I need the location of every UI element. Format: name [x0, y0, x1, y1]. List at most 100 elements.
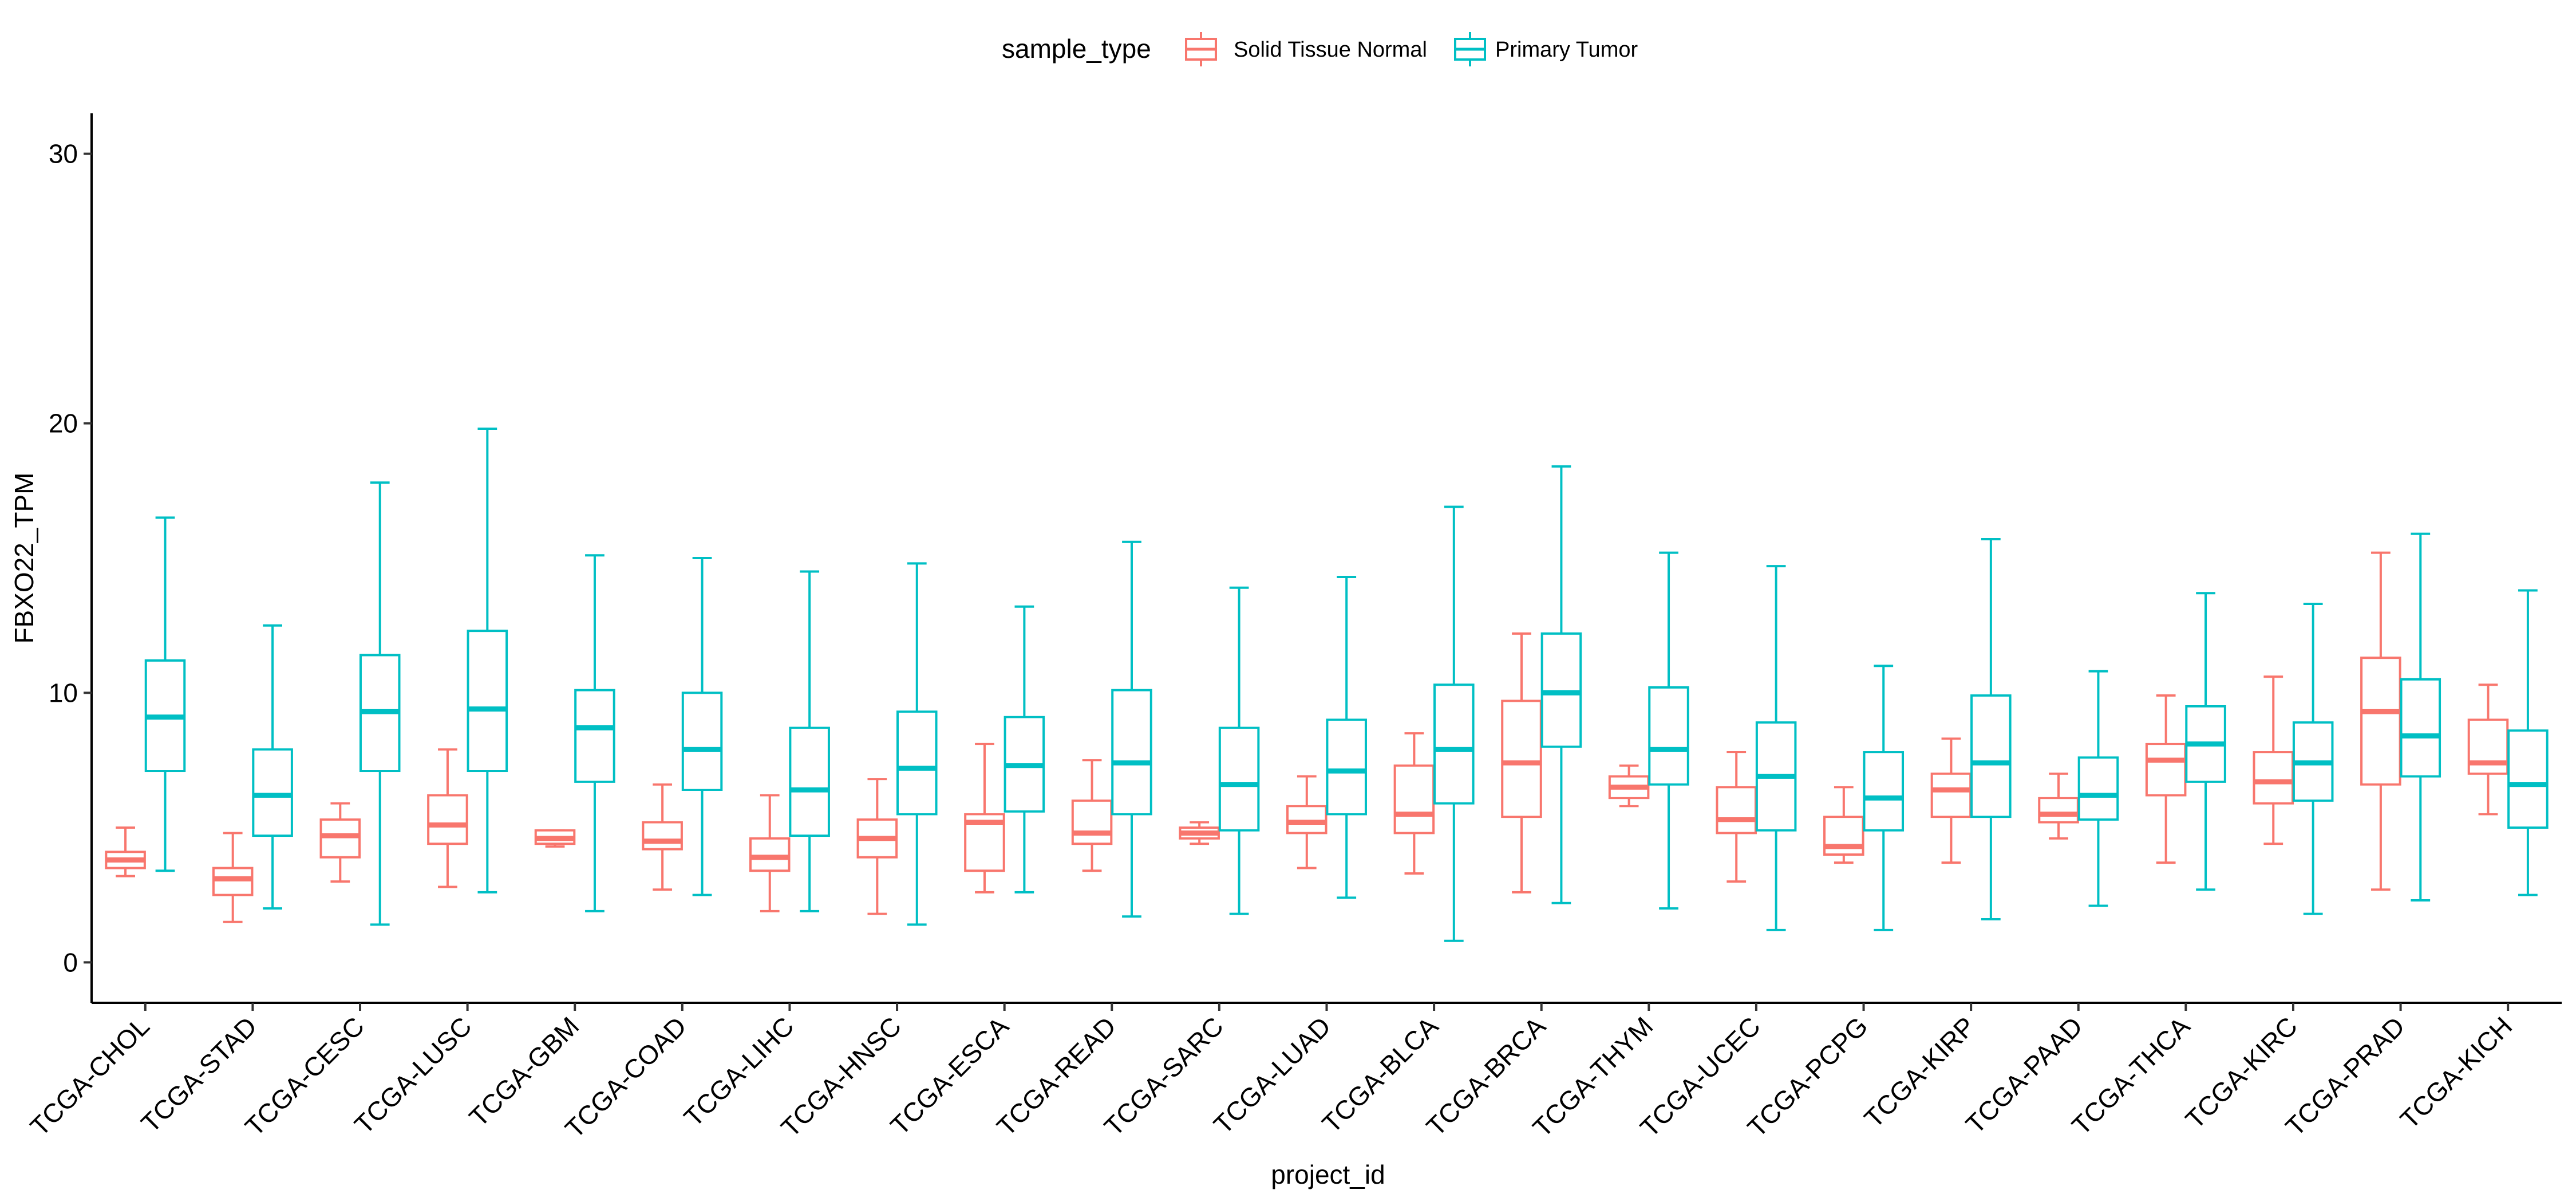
x-axis-title: project_id [1271, 1160, 1385, 1189]
box-tcga-ucec [1755, 565, 1797, 931]
box-iqr [1930, 772, 1972, 819]
box-iqr [681, 691, 723, 791]
box-iqr [252, 748, 293, 837]
box-iqr [1071, 799, 1113, 845]
y-tick-label: 20 [49, 409, 78, 438]
box-iqr [2253, 751, 2294, 805]
series-tumor [144, 427, 2549, 942]
legend-label-normal: Solid Tissue Normal [1234, 38, 1427, 62]
y-tick-label: 30 [49, 139, 78, 169]
box-tcga-prad [2360, 551, 2401, 891]
box-tcga-pcpg [1863, 665, 1905, 931]
box-iqr [2038, 797, 2079, 824]
box-iqr [2400, 678, 2441, 778]
box-tcga-esca [964, 742, 1005, 893]
legend-label-tumor: Primary Tumor [1495, 38, 1638, 62]
box-tcga-read [1111, 540, 1152, 918]
y-axis-ticks: 0 10 20 30 [49, 139, 92, 977]
box-tcga-paad [2038, 772, 2079, 840]
box-tcga-cesc [359, 481, 401, 926]
y-axis-title: FBXO22_TPM [9, 472, 39, 643]
box-tcga-kich [2507, 589, 2549, 896]
box-tcga-prad [2400, 532, 2441, 902]
box-iqr [212, 867, 254, 896]
box-iqr [1716, 786, 1757, 835]
plot-area [105, 427, 2549, 942]
box-tcga-thym [1648, 551, 1689, 910]
box-tcga-coad [681, 557, 723, 896]
series-normal [105, 551, 2509, 923]
box-tcga-thca [2145, 694, 2187, 864]
box-iqr [896, 710, 938, 816]
x-tick-label: TCGA-GBM [463, 1011, 584, 1132]
box-iqr [1218, 726, 1260, 832]
box-tcga-coad [642, 783, 683, 891]
x-tick-label: TCGA-LIHC [678, 1011, 799, 1132]
box-iqr [1501, 699, 1542, 819]
legend-key-normal [1185, 32, 1217, 66]
y-tick-label: 10 [49, 678, 78, 707]
box-tcga-blca [1433, 505, 1475, 942]
box-tcga-esca [1003, 605, 1045, 893]
box-tcga-kirp [1970, 538, 2012, 921]
box-tcga-sarc [1218, 586, 1260, 915]
x-tick-label: TCGA-KICH [2395, 1011, 2518, 1134]
box-tcga-brca [1501, 632, 1542, 893]
box-tcga-sarc [1179, 821, 1220, 845]
box-iqr [1111, 689, 1152, 816]
box-iqr [789, 726, 830, 837]
box-tcga-luad [1286, 775, 1327, 869]
box-iqr [1540, 632, 1582, 748]
box-iqr [2360, 657, 2401, 786]
box-iqr [749, 837, 791, 872]
box-iqr [2507, 729, 2549, 829]
box-tcga-ucec [1716, 751, 1757, 883]
box-tcga-chol [105, 826, 146, 877]
box-iqr [1970, 694, 2012, 819]
box-tcga-chol [144, 516, 186, 872]
box-tcga-kich [2467, 683, 2509, 816]
box-iqr [467, 630, 508, 773]
box-tcga-kirp [1930, 737, 1972, 864]
box-tcga-lusc [427, 748, 468, 888]
box-tcga-stad [252, 624, 293, 910]
box-tcga-gbm [534, 829, 576, 848]
box-iqr [2077, 756, 2119, 821]
box-tcga-hnsc [856, 778, 898, 915]
box-iqr [1326, 718, 1367, 816]
x-tick-label: TCGA-CHOL [25, 1011, 155, 1141]
box-tcga-lusc [467, 427, 508, 893]
box-iqr [1393, 764, 1435, 835]
box-iqr [1863, 751, 1905, 832]
legend-entry-normal: Solid Tissue Normal [1185, 32, 1427, 66]
box-tcga-thca [2185, 592, 2226, 891]
box-iqr [1433, 683, 1475, 805]
box-iqr [642, 821, 683, 851]
box-iqr [574, 689, 615, 783]
box-tcga-gbm [574, 554, 615, 912]
box-tcga-stad [212, 832, 254, 923]
legend-key-tumor [1454, 32, 1486, 66]
box-tcga-thym [1608, 764, 1650, 808]
box-iqr [1286, 805, 1327, 835]
box-tcga-brca [1540, 465, 1582, 904]
box-iqr [2467, 718, 2509, 775]
box-iqr [427, 794, 468, 845]
box-tcga-paad [2077, 670, 2119, 907]
box-tcga-hnsc [896, 562, 938, 926]
box-tcga-kirc [2292, 603, 2334, 915]
legend-entry-tumor: Primary Tumor [1454, 32, 1638, 66]
box-tcga-pcpg [1823, 786, 1864, 864]
box-iqr [319, 818, 361, 859]
box-tcga-blca [1393, 732, 1435, 875]
box-iqr [1648, 686, 1689, 786]
x-axis-ticks: TCGA-CHOLTCGA-STADTCGA-CESCTCGA-LUSCTCGA… [25, 1003, 2518, 1144]
y-tick-label: 0 [63, 947, 78, 977]
box-tcga-read [1071, 759, 1113, 872]
box-tcga-lihc [789, 570, 830, 912]
box-tcga-cesc [319, 802, 361, 883]
box-tcga-luad [1326, 575, 1367, 899]
box-iqr [2145, 742, 2187, 797]
legend-title: sample_type [1002, 34, 1151, 64]
